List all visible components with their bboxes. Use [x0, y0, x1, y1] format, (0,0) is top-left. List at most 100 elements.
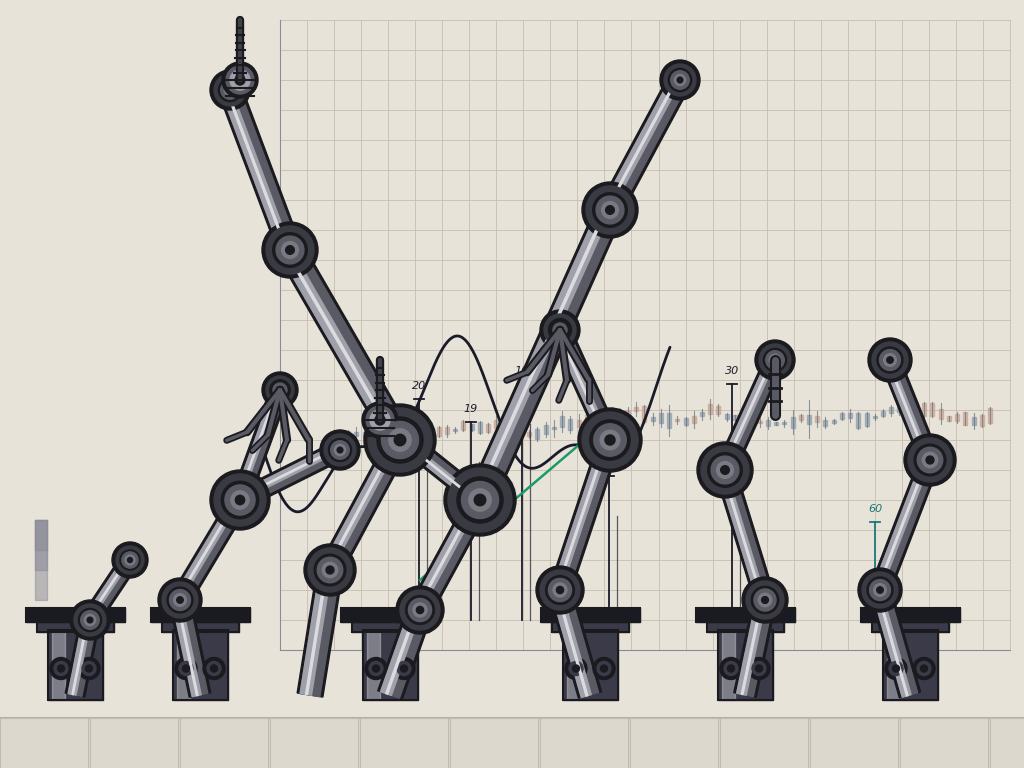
Circle shape: [755, 340, 795, 380]
Circle shape: [550, 320, 570, 340]
Circle shape: [671, 71, 689, 89]
Circle shape: [675, 74, 686, 85]
Polygon shape: [884, 357, 937, 462]
Polygon shape: [172, 600, 201, 697]
Polygon shape: [386, 608, 418, 694]
Bar: [35, 520, 47, 550]
Circle shape: [158, 578, 202, 622]
Bar: [519, 421, 523, 435]
Bar: [47, 630, 102, 700]
Polygon shape: [741, 599, 763, 694]
Bar: [988, 408, 992, 422]
Circle shape: [764, 349, 786, 372]
Polygon shape: [233, 388, 286, 502]
Circle shape: [759, 594, 772, 607]
Bar: [955, 415, 959, 421]
Bar: [387, 431, 391, 435]
Circle shape: [868, 338, 912, 382]
Bar: [931, 403, 935, 416]
Polygon shape: [551, 588, 599, 697]
Polygon shape: [602, 76, 688, 214]
Circle shape: [397, 661, 411, 676]
Circle shape: [590, 420, 630, 460]
Circle shape: [677, 77, 683, 83]
Circle shape: [536, 566, 584, 614]
Bar: [362, 630, 418, 700]
Bar: [707, 620, 783, 632]
Polygon shape: [719, 357, 776, 471]
Bar: [601, 415, 605, 424]
Polygon shape: [226, 91, 288, 251]
Circle shape: [597, 661, 611, 676]
Circle shape: [224, 84, 236, 95]
Bar: [676, 419, 679, 421]
Polygon shape: [236, 441, 344, 509]
Polygon shape: [376, 419, 480, 505]
Bar: [642, 406, 646, 422]
Polygon shape: [884, 359, 931, 462]
Bar: [695, 608, 795, 622]
Polygon shape: [467, 204, 623, 505]
Bar: [667, 413, 671, 428]
Circle shape: [319, 430, 360, 470]
Polygon shape: [176, 601, 198, 696]
Circle shape: [82, 661, 96, 676]
Bar: [634, 407, 638, 411]
Bar: [577, 419, 581, 427]
Bar: [914, 402, 918, 418]
Bar: [486, 425, 490, 432]
Circle shape: [362, 402, 398, 438]
Circle shape: [210, 470, 270, 530]
Polygon shape: [718, 470, 766, 602]
Circle shape: [762, 597, 768, 604]
Circle shape: [79, 608, 101, 631]
Circle shape: [554, 324, 565, 336]
Circle shape: [335, 445, 346, 455]
Bar: [900, 718, 988, 768]
Polygon shape: [606, 78, 678, 209]
Circle shape: [270, 380, 290, 400]
Circle shape: [270, 380, 290, 400]
Bar: [552, 427, 556, 429]
Circle shape: [273, 383, 287, 397]
Circle shape: [669, 68, 691, 91]
Polygon shape: [872, 590, 911, 697]
Bar: [172, 630, 227, 700]
Bar: [403, 428, 408, 433]
Circle shape: [872, 342, 908, 378]
Circle shape: [444, 464, 516, 536]
Bar: [560, 416, 564, 427]
Text: 20: 20: [412, 381, 426, 391]
Circle shape: [724, 661, 738, 676]
Circle shape: [125, 555, 135, 565]
Polygon shape: [470, 206, 611, 501]
Bar: [428, 427, 432, 432]
Circle shape: [553, 583, 567, 597]
Circle shape: [772, 357, 778, 363]
Bar: [360, 718, 449, 768]
Bar: [630, 718, 718, 768]
Bar: [37, 620, 114, 632]
Bar: [871, 620, 948, 632]
Bar: [695, 608, 795, 622]
Bar: [585, 415, 589, 428]
Circle shape: [203, 657, 225, 680]
Polygon shape: [278, 243, 412, 447]
Circle shape: [721, 465, 729, 475]
Bar: [720, 718, 808, 768]
Circle shape: [746, 581, 784, 619]
Circle shape: [234, 75, 245, 85]
Polygon shape: [551, 590, 591, 697]
Bar: [51, 630, 66, 700]
Bar: [478, 422, 482, 433]
Polygon shape: [719, 357, 781, 473]
Polygon shape: [412, 495, 487, 614]
Bar: [718, 630, 772, 700]
Circle shape: [177, 597, 183, 603]
Circle shape: [457, 477, 503, 523]
Bar: [270, 718, 358, 768]
Circle shape: [272, 382, 288, 398]
Polygon shape: [475, 208, 607, 499]
Circle shape: [377, 417, 423, 463]
Bar: [0, 718, 88, 768]
